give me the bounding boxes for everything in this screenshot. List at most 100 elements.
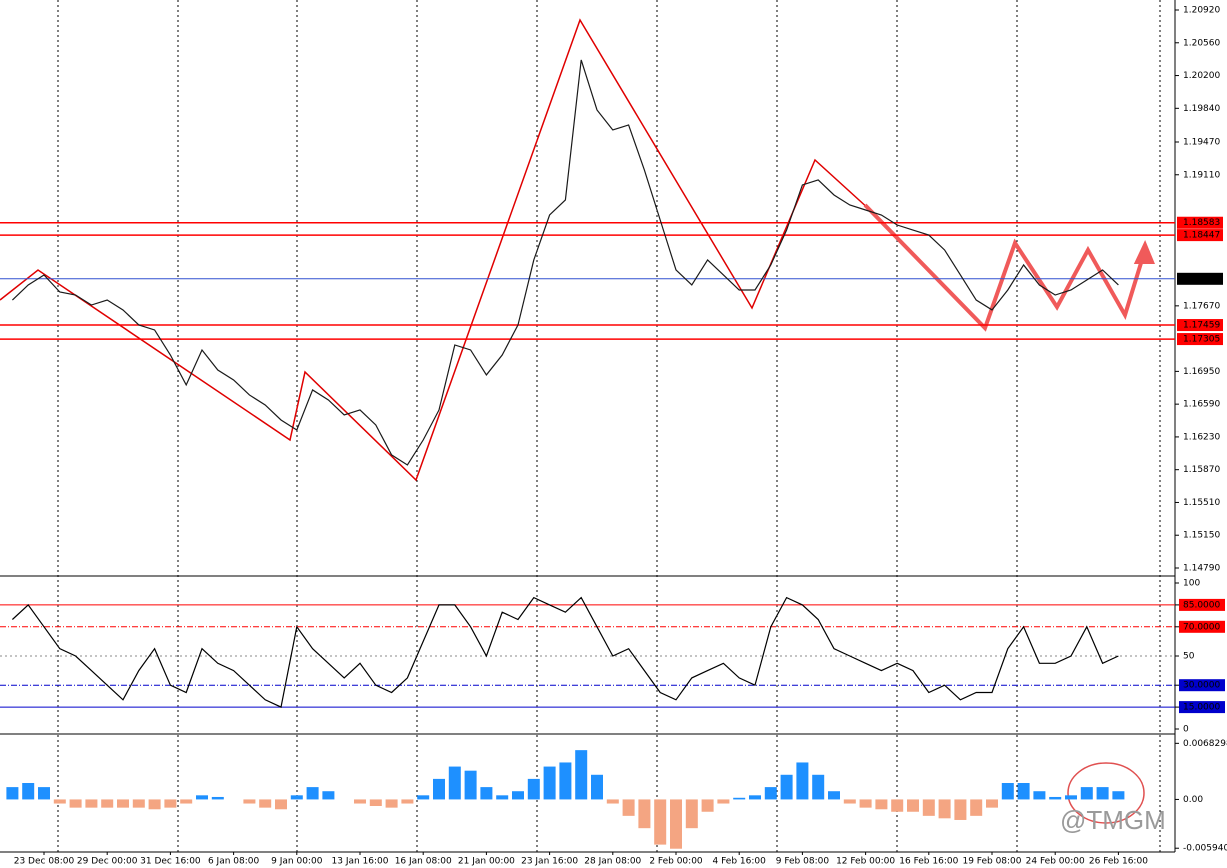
x-tick-label: 2 Feb 00:00 — [649, 857, 703, 867]
histogram-bar — [780, 774, 793, 800]
x-tick-label: 28 Jan 08:00 — [584, 857, 641, 867]
histogram-bar — [543, 766, 556, 800]
axes — [0, 0, 1176, 853]
histogram-bar — [1049, 796, 1062, 800]
histogram-bar — [275, 799, 287, 810]
histogram-bar — [101, 799, 114, 808]
histogram-bar — [670, 799, 682, 849]
y-tick-label: 1.15870 — [1183, 465, 1220, 475]
histogram-bar — [259, 799, 272, 808]
x-tick-label: 4 Feb 16:00 — [713, 857, 767, 867]
x-tick-label: 19 Feb 08:00 — [962, 857, 1021, 867]
level-label-box — [1177, 216, 1223, 229]
histogram-bar — [891, 799, 904, 812]
histogram-bar — [701, 799, 714, 812]
histogram-bar — [306, 787, 319, 800]
histogram-bar — [69, 799, 82, 808]
level-label: 1.17459 — [1183, 321, 1220, 331]
histogram-bar — [733, 797, 746, 800]
histogram-bar — [1112, 791, 1125, 800]
histogram-bar — [464, 770, 477, 800]
histogram-bar — [685, 799, 698, 829]
histogram-bar — [954, 799, 967, 820]
histogram-bar — [512, 791, 524, 800]
histogram-bar — [1001, 783, 1014, 800]
x-tick-label: 6 Jan 08:00 — [208, 857, 260, 867]
histogram-bar — [575, 750, 588, 800]
histogram-bar — [117, 799, 129, 808]
histogram-bar — [132, 799, 145, 808]
y-tick-label: 1.20560 — [1183, 38, 1220, 48]
level-label-box — [1179, 679, 1225, 692]
y-tick-label: 1.19840 — [1183, 104, 1220, 114]
histogram-bar — [749, 795, 761, 800]
y-tick-label: 1.15150 — [1183, 531, 1220, 541]
histogram-bar — [1065, 795, 1077, 800]
level-label-box — [1179, 598, 1225, 611]
histogram-bar — [717, 799, 730, 804]
histogram-bar — [859, 799, 872, 808]
histogram-bar — [638, 799, 651, 829]
histogram-bar — [417, 795, 430, 800]
price-line — [11, 596, 1119, 708]
histogram-bar — [622, 799, 635, 816]
x-tick-label: 23 Jan 16:00 — [521, 857, 578, 867]
level-label-box — [1177, 272, 1223, 285]
x-tick-label: 13 Jan 16:00 — [332, 857, 389, 867]
histogram-bar — [22, 783, 35, 800]
y-tick-label: 1.19110 — [1183, 170, 1220, 180]
histogram-bar — [843, 799, 856, 804]
histogram-bar — [290, 795, 303, 800]
histogram-bar — [828, 791, 840, 800]
highlight-circle — [1067, 762, 1145, 824]
level-label: 1.18447 — [1183, 231, 1220, 241]
y-tick-label: 1.20920 — [1183, 6, 1220, 16]
histogram-bar — [496, 795, 509, 800]
histogram-bar — [85, 799, 98, 808]
y-tick-label: 1.19470 — [1183, 137, 1220, 147]
histogram-bar — [38, 787, 50, 800]
y-tick-label: 100 — [1183, 579, 1200, 589]
histogram-bar — [369, 799, 382, 806]
histogram-bar — [527, 778, 540, 800]
x-tick-label: 9 Jan 00:00 — [271, 857, 323, 867]
histogram-bar — [1017, 783, 1030, 800]
histogram-bar — [907, 799, 919, 812]
level-label-box — [1177, 229, 1223, 242]
y-tick-label: 1.17670 — [1183, 301, 1220, 311]
histogram-bar — [385, 799, 398, 808]
x-tick-label: 31 Dec 16:00 — [140, 857, 201, 867]
histogram-bar — [354, 799, 366, 804]
y-tick-label: 70.0000 — [1183, 622, 1220, 632]
y-tick-label: 30.0000 — [1183, 681, 1220, 691]
y-tick-label: 85.0000 — [1183, 600, 1220, 610]
x-tick-label: 12 Feb 00:00 — [836, 857, 895, 867]
y-tick-label: 50 — [1183, 652, 1195, 662]
histogram-bar — [591, 774, 603, 800]
histogram-bar — [433, 778, 445, 800]
x-tick-label: 26 Feb 16:00 — [1089, 857, 1148, 867]
histogram-bar — [606, 799, 619, 804]
histogram-bar — [970, 799, 983, 816]
histogram-bar — [196, 795, 208, 800]
histogram-bar — [1033, 791, 1046, 800]
level-label-box — [1177, 319, 1223, 332]
level-label: 1.17967 — [1183, 274, 1220, 284]
histogram-bar — [1080, 787, 1093, 800]
histogram-bar — [1096, 787, 1109, 800]
y-tick-label: 0.00 — [1183, 795, 1203, 805]
y-tick-label: 1.15510 — [1183, 498, 1220, 508]
y-tick-label: 0.0068298 — [1183, 739, 1227, 749]
y-tick-label: 15.0000 — [1183, 703, 1220, 713]
histogram-bar — [448, 766, 461, 800]
y-tick-label: 1.16590 — [1183, 400, 1220, 410]
x-tick-label: 16 Jan 08:00 — [395, 857, 452, 867]
price-line — [11, 59, 1119, 466]
y-tick-label: 0 — [1183, 725, 1189, 735]
histogram-bar — [938, 799, 951, 819]
histogram-bar — [148, 799, 161, 810]
time-grid — [57, 0, 1161, 852]
histogram-bar — [796, 762, 809, 800]
